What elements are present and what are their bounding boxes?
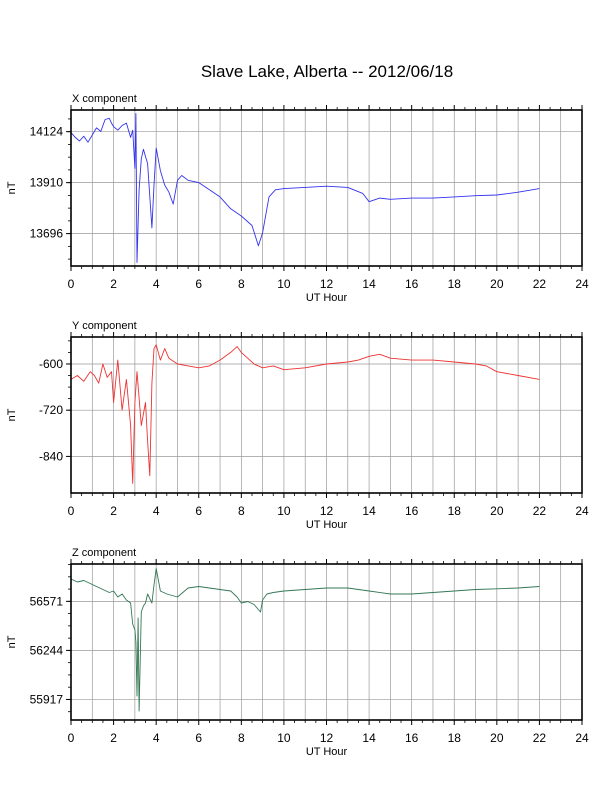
y-xtick-label: 20 [490,504,504,518]
x-xtick-label: 16 [405,277,419,291]
y-xtick-label: 6 [195,504,202,518]
z-xaxis-label: UT Hour [306,746,348,758]
x-panel-title: X component [72,93,137,105]
z-xtick-label: 12 [320,731,334,745]
x-xtick-label: 14 [362,277,376,291]
y-xtick-label: 24 [575,504,589,518]
x-xtick-label: 2 [110,277,117,291]
x-series-line [70,113,540,263]
z-xtick-label: 16 [405,731,419,745]
z-xtick-label: 20 [490,731,504,745]
z-series-line [70,568,540,712]
x-xtick-label: 22 [533,277,547,291]
z-xtick-label: 2 [110,731,117,745]
z-ytick-label: 56244 [30,643,64,657]
figure-title: Slave Lake, Alberta -- 2012/06/18 [201,62,453,81]
y-xtick-label: 18 [448,504,462,518]
y-xaxis-label: UT Hour [306,519,348,531]
y-ytick-label: -720 [39,403,63,417]
y-yaxis-label: nT [6,408,18,421]
z-xtick-label: 18 [448,731,462,745]
y-series-line [70,344,540,484]
z-xtick-label: 14 [362,731,376,745]
z-xtick-label: 4 [153,731,160,745]
x-xtick-label: 8 [238,277,245,291]
x-xtick-label: 4 [153,277,160,291]
y-ytick-label: -600 [39,357,63,371]
y-xtick-label: 8 [238,504,245,518]
y-xtick-label: 12 [320,504,334,518]
y-ytick-label: -840 [39,449,63,463]
z-ytick-label: 56571 [30,594,64,608]
x-xtick-label: 6 [195,277,202,291]
y-panel-title: Y component [72,320,137,332]
x-xtick-label: 20 [490,277,504,291]
x-ytick-label: 13910 [30,176,64,190]
y-xtick-label: 4 [153,504,160,518]
x-xtick-label: 0 [68,277,75,291]
z-xtick-label: 24 [575,731,589,745]
z-ytick-label: 55917 [30,692,64,706]
x-xaxis-label: UT Hour [306,292,348,304]
y-xtick-label: 14 [362,504,376,518]
z-xtick-label: 0 [68,731,75,745]
z-xtick-label: 6 [195,731,202,745]
y-xtick-label: 2 [110,504,117,518]
x-ytick-label: 14124 [30,125,64,139]
x-xtick-label: 12 [320,277,334,291]
x-xtick-label: 24 [575,277,589,291]
z-xtick-label: 22 [533,731,547,745]
z-xtick-label: 8 [238,731,245,745]
x-xtick-label: 18 [448,277,462,291]
y-xtick-label: 0 [68,504,75,518]
y-xtick-label: 10 [277,504,291,518]
y-xtick-label: 22 [533,504,547,518]
x-xtick-label: 10 [277,277,291,291]
z-yaxis-label: nT [6,635,18,648]
z-xtick-label: 10 [277,731,291,745]
x-ytick-label: 13696 [30,227,64,241]
z-panel-title: Z component [72,547,136,559]
x-yaxis-label: nT [6,181,18,194]
y-xtick-label: 16 [405,504,419,518]
